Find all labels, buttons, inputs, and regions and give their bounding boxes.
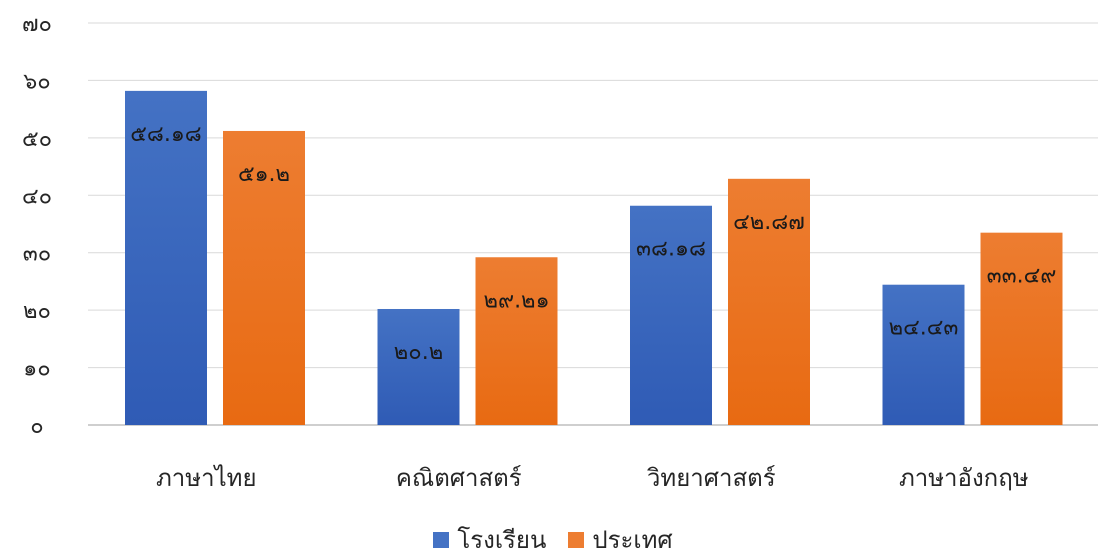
- x-category-label: ภาษาอังกฤษ: [899, 464, 1029, 492]
- x-category-label: วิทยาศาสตร์: [646, 464, 775, 492]
- bar-country: [475, 257, 558, 425]
- legend: โรงเรียน ประเทศ: [0, 520, 1106, 559]
- y-tick-label: ๒๐: [23, 299, 51, 324]
- data-label: ๒๔.๔๓: [889, 316, 959, 341]
- data-label: ๒๙.๒๑: [483, 288, 549, 313]
- y-tick-label: ๓๐: [23, 242, 51, 267]
- legend-swatch-country: [568, 531, 585, 548]
- bar-country: [223, 130, 305, 426]
- data-label: ๒๐.๒: [394, 340, 443, 365]
- bars: [125, 90, 1063, 426]
- y-tick-label: ๖๐: [23, 69, 50, 94]
- legend-item-school: โรงเรียน: [433, 520, 546, 559]
- x-axis-category-labels: ภาษาไทย คณิตศาสตร์ วิทยาศาสตร์ ภาษาอังกฤษ: [156, 464, 1029, 492]
- bar-country: [728, 178, 810, 425]
- data-label: ๓๘.๑๘: [636, 237, 706, 262]
- y-tick-label: ๑๐: [23, 357, 50, 382]
- y-axis-tick-labels: ๐ ๑๐ ๒๐ ๓๐ ๔๐ ๕๐ ๖๐ ๗๐: [22, 12, 52, 439]
- y-tick-label: ๔๐: [22, 184, 52, 209]
- x-category-label: ภาษาไทย: [156, 464, 257, 492]
- legend-item-country: ประเทศ: [568, 520, 673, 559]
- y-tick-label: ๐: [30, 414, 43, 439]
- data-label: ๕๑.๒: [238, 162, 290, 187]
- data-label: ๓๓.๔๙: [987, 264, 1057, 289]
- data-label: ๕๘.๑๘: [130, 122, 202, 147]
- legend-label-school: โรงเรียน: [457, 526, 547, 554]
- bar-school: [882, 284, 965, 425]
- bar-school: [125, 90, 207, 426]
- bar-country: [980, 232, 1063, 425]
- data-label: ๔๒.๘๗: [733, 210, 805, 235]
- y-tick-label: ๗๐: [22, 12, 52, 37]
- bar-school: [377, 308, 460, 425]
- legend-label-country: ประเทศ: [592, 526, 673, 554]
- bar-school: [630, 205, 712, 425]
- y-tick-label: ๕๐: [22, 127, 52, 152]
- legend-swatch-school: [433, 531, 450, 548]
- x-category-label: คณิตศาสตร์: [396, 464, 522, 492]
